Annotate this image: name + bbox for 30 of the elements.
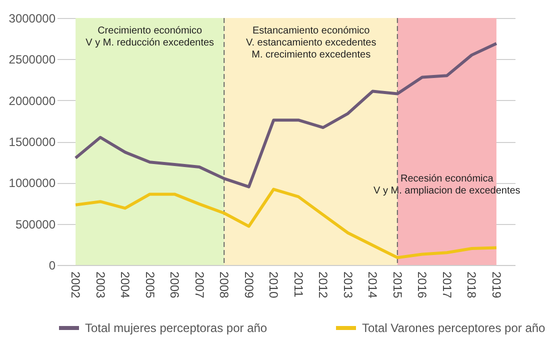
x-tick-label: 2009 [242, 272, 256, 299]
band-label: Estancamiento económico V. estancamiento excedentes M. crecimiento excedentes [246, 25, 376, 60]
x-tick-label: 2010 [266, 272, 281, 299]
x-tick-label: 2018 [464, 272, 479, 299]
x-tick-label: 2004 [118, 272, 132, 299]
y-tick-label: 0 [48, 258, 56, 272]
x-tick-label: 2017 [440, 272, 454, 299]
x-tick-label: 2006 [168, 272, 182, 299]
x-tick-label: 2003 [93, 272, 108, 299]
x-tick-label: 2008 [217, 272, 232, 299]
band-label: Recesión económica V y M. ampliacion de excedentes [374, 174, 520, 197]
x-tick-label: 2002 [68, 272, 83, 299]
band-label: Crecimiento económico V y M. reducción excedentes [86, 25, 214, 48]
y-tick-label: 1000000 [8, 176, 56, 190]
y-tick-label: 2500000 [8, 52, 56, 67]
x-tick-label: 2012 [316, 272, 330, 299]
y-tick-label: 1500000 [8, 135, 56, 149]
legend-label: Total Varones perceptores por año [362, 321, 546, 335]
y-tick-label: 500000 [15, 217, 56, 232]
y-tick-label: 3000000 [8, 12, 56, 26]
legend-label: Total mujeres perceptoras por año [85, 321, 268, 335]
x-tick-label: 2015 [390, 272, 404, 299]
x-tick-label: 2014 [366, 272, 380, 299]
x-tick-label: 2005 [142, 272, 157, 299]
y-tick-label: 2000000 [8, 94, 56, 108]
x-tick-label: 2007 [192, 272, 206, 299]
x-tick-label: 2019 [489, 272, 504, 299]
x-tick-label: 2016 [415, 272, 430, 299]
x-tick-label: 2013 [340, 272, 355, 299]
x-tick-label: 2011 [291, 272, 306, 298]
